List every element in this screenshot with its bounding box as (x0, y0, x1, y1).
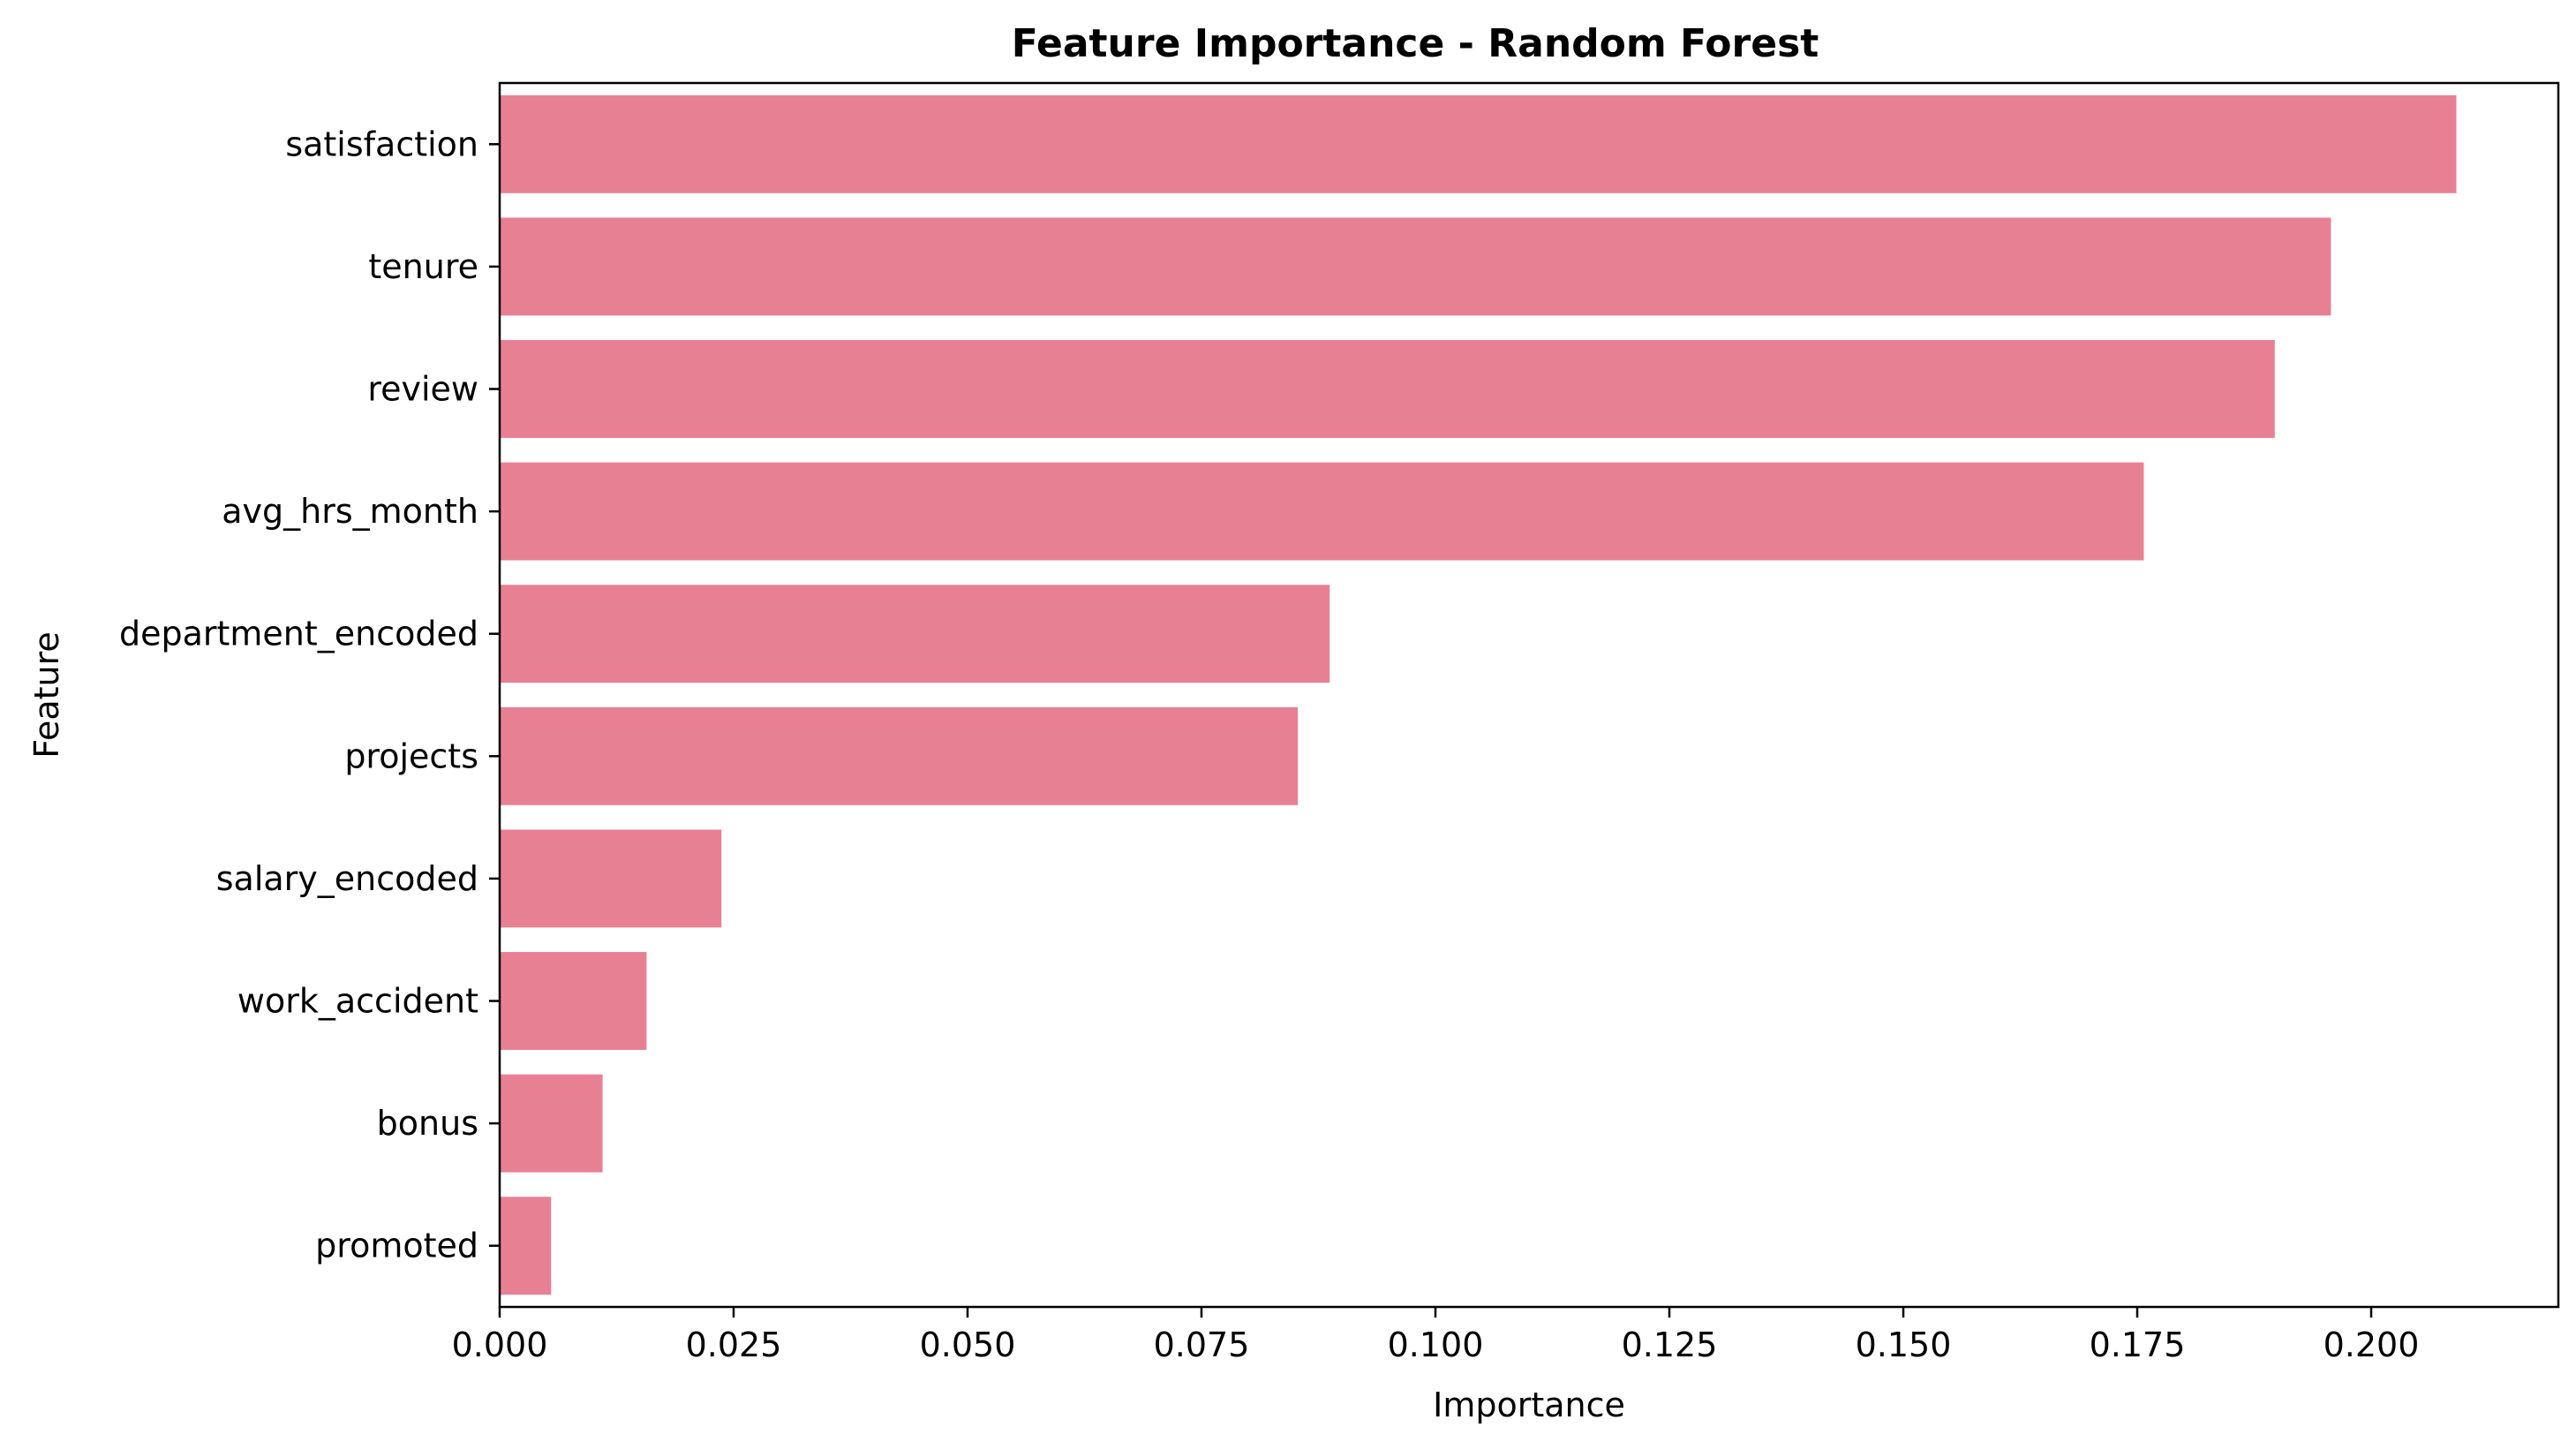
x-tick-label: 0.125 (1622, 1325, 1718, 1364)
x-axis-ticks: 0.000 0.025 0.050 0.075 0.100 0.125 0.150 0.175… (452, 1307, 2420, 1364)
bar-projects (500, 706, 1299, 805)
x-tick-label: 0.100 (1388, 1325, 1484, 1364)
x-tick-label: 0.150 (1856, 1325, 1952, 1364)
bar-salary_encoded (500, 829, 722, 928)
y-tick-label: projects (344, 736, 478, 775)
x-tick-label: 0.025 (686, 1325, 782, 1364)
bar-bonus (500, 1074, 603, 1173)
x-tick-label: 0.200 (2324, 1325, 2420, 1364)
y-tick-label: avg_hrs_month (222, 492, 478, 531)
y-tick-label: work_accident (237, 982, 478, 1021)
y-axis-ticks: satisfaction tenure review avg_hrs_monthdep… (119, 125, 500, 1265)
y-tick-label: review (367, 370, 478, 409)
x-tick-label: 0.050 (920, 1325, 1016, 1364)
plot-frame (498, 81, 2560, 1309)
y-tick-label: salary_encoded (216, 859, 478, 898)
y-tick-label: promoted (315, 1227, 478, 1265)
bars-group (500, 94, 2457, 1295)
y-tick-label: bonus (377, 1104, 478, 1143)
x-tick-label: 0.075 (1154, 1325, 1250, 1364)
bar-promoted (500, 1197, 552, 1295)
bar-department_encoded (500, 585, 1330, 683)
y-axis-label: Feature (27, 631, 66, 759)
y-tick-label: department_encoded (119, 615, 478, 653)
bar-work_accident (500, 952, 647, 1050)
x-tick-label: 0.000 (452, 1325, 548, 1364)
x-axis-label: Importance (1433, 1386, 1625, 1424)
y-tick-label: satisfaction (285, 125, 478, 163)
bar-satisfaction (500, 94, 2457, 193)
x-tick-label: 0.175 (2090, 1325, 2186, 1364)
y-tick-label: tenure (368, 247, 478, 286)
bar-tenure (500, 217, 2331, 316)
bar-review (500, 340, 2275, 438)
bar-avg_hrs_month (500, 462, 2144, 561)
chart-title: Feature Importance - Random Forest (1012, 21, 1819, 66)
